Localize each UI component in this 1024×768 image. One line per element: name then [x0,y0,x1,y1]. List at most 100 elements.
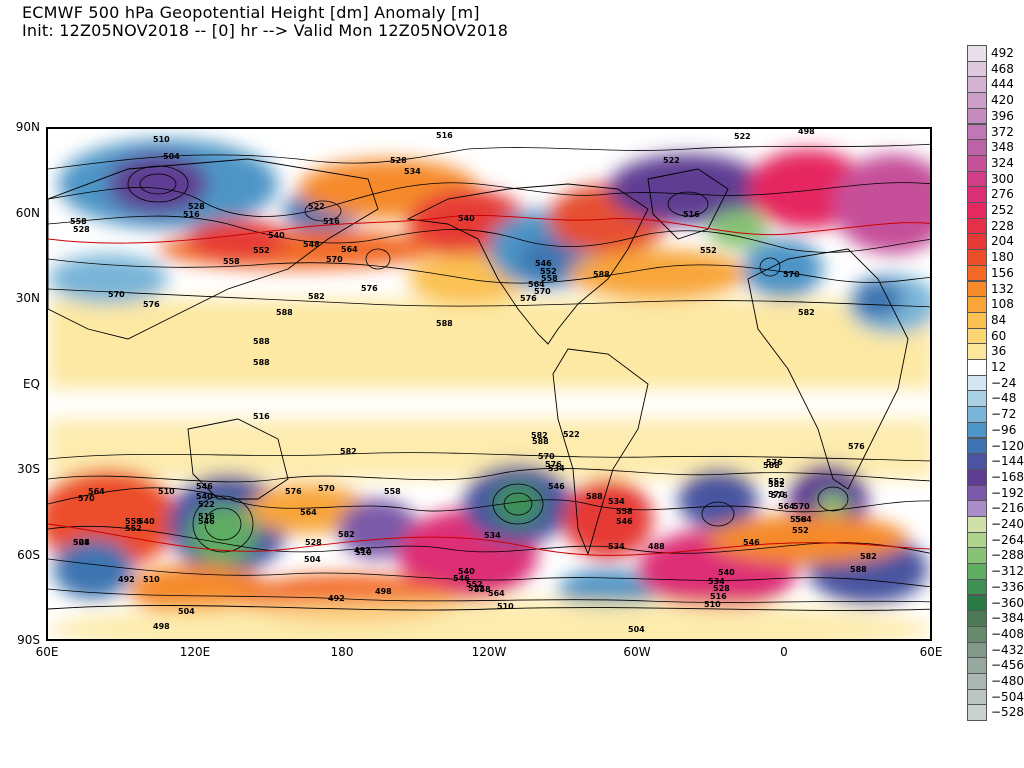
colorbar-swatch [967,547,987,565]
colorbar-tick-label: −168 [991,469,1024,484]
colorbar-swatch [967,60,987,78]
lon-label-0: 0 [780,645,788,659]
map-panel: 510 504 516 516 528 534 522 522 516 552 … [46,127,932,641]
contour-label: 498 [798,129,815,136]
colorbar-swatch [967,484,987,502]
colorbar-swatch [967,343,987,360]
colorbar-swatch [967,45,987,62]
contour-label: 570 [534,287,551,296]
lat-label-60n: 60N [15,206,40,220]
contour-label: 546 [196,482,213,491]
colorbar-swatch [967,688,987,706]
contour-label: 528 [188,202,205,211]
lat-label-30s: 30S [17,462,40,476]
contour-label: 516 [710,592,727,601]
contour-label: 498 [375,587,392,596]
contour-label: 588 [850,565,867,574]
contour-label: 540 [268,231,285,240]
contour-label: 588 [253,358,270,367]
contour-label: 582 [768,480,785,489]
colorbar-swatch [967,516,987,533]
colorbar-swatch [967,123,987,141]
colorbar-swatch [967,657,987,674]
colorbar-swatch [967,311,987,329]
contour-label: 570 [793,502,810,511]
contour-label: 576 [545,460,562,469]
contour-label: 588 [593,270,610,279]
contour-label: 516 [183,210,200,219]
colorbar-tick-label: −96 [991,422,1017,437]
contour-label: 576 [771,491,788,500]
chart-title: ECMWF 500 hPa Geopotential Height [dm] A… [22,3,480,22]
colorbar-swatch [967,170,987,188]
lat-label-30n: 30N [15,291,40,305]
contour-label: 576 [143,300,160,309]
contour-label: 570 [318,484,335,493]
highlight-contour [48,214,930,556]
contour-label: 564 [528,280,545,289]
contour-label: 582 [798,308,815,317]
contour-label: 588 [763,461,780,470]
colorbar-tick-label: 444 [991,77,1014,92]
contour-label: 552 [768,477,785,486]
contour-label: 534 [608,497,625,506]
contour-label: 534 [708,577,725,586]
contour-label: 552 [540,267,557,276]
contour-label: 546 [548,482,565,491]
contour-label: 510 [143,575,160,584]
colorbar-tick-label: 84 [991,312,1007,327]
colorbar-swatch [967,107,987,125]
colorbar-tick-label: −288 [991,548,1024,563]
contour-label: 564 [88,487,105,496]
height-contours [48,143,930,603]
colorbar-tick-label: 252 [991,203,1014,217]
contour-label: 504 [628,625,645,634]
lon-label-60w: 60W [623,645,651,659]
contour-label: 504 [304,555,321,564]
contour-label: 570 [78,494,95,503]
colorbar-tick-label: 348 [991,140,1014,155]
contour-label: 534 [484,531,501,540]
colorbar-tick-label: −192 [991,485,1024,500]
contour-label: 516 [683,210,700,219]
contour-label: 516 [253,412,270,421]
colorbar-tick-label: 276 [991,187,1014,202]
colorbar-tick-label: 204 [991,234,1014,249]
colorbar-tick-label: −432 [991,642,1024,657]
contour-label: 558 [790,515,807,524]
contour-label: 540 [196,492,213,501]
contour-label: 510 [158,487,175,496]
contour-label: 528 [305,538,322,547]
colorbar-swatch [967,92,987,109]
colorbar-tick-label: 108 [991,297,1014,312]
contour-label: 528 [73,538,90,547]
colorbar-swatch [967,531,987,549]
colorbar-swatch [967,625,987,643]
colorbar-tick-label: −456 [991,658,1024,673]
contour-label: 504 [163,152,180,161]
contour-label: 546 [616,517,633,526]
colorbar-swatch [967,594,987,612]
colorbar-swatch [967,578,987,596]
colorbar-tick-label: −48 [991,391,1017,406]
colorbar-tick-label: 420 [991,93,1014,108]
contour-label: 534 [404,167,421,176]
colorbar-swatch [967,233,987,251]
lon-label-60e-right: 60E [919,645,943,659]
contour-label: 540 [138,517,155,526]
contour-label: 510 [497,602,514,611]
contour-label: 576 [361,284,378,293]
colorbar-tick-label: −360 [991,595,1024,610]
colorbar-tick-label: −216 [991,501,1024,516]
colorbar-tick-label: −120 [991,438,1024,453]
contour-label: 588 [253,337,270,346]
contour-label: 570 [538,452,555,461]
colorbar-swatch [967,468,987,486]
contour-label: 534 [548,464,565,473]
colorbar-swatch [967,217,987,235]
colorbar-tick-label: 180 [991,250,1014,265]
colorbar-tick-label: 156 [991,265,1014,280]
contour-label: 540 [458,567,475,576]
contour-label: 540 [718,568,735,577]
contour-label: 546 [198,517,215,526]
